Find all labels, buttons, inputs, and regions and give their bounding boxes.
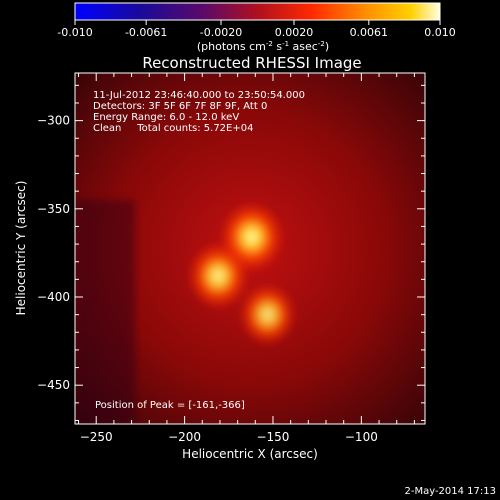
colorbar-tick-label: 0.010	[424, 26, 456, 39]
emission-sources	[187, 201, 297, 346]
x-axis: −250 −200 −150 −100	[78, 73, 415, 444]
emission-source	[187, 242, 249, 310]
plot-frame	[74, 72, 426, 425]
y-axis: −300 −350 −400 −450	[37, 84, 425, 421]
info-energy-range: Energy Range: 6.0 - 12.0 keV	[93, 112, 239, 123]
colorbar-tick-label: -0.0061	[125, 26, 167, 39]
y-tick-label: −450	[37, 378, 70, 392]
image-area	[75, 73, 425, 424]
x-tick-label: −200	[168, 430, 201, 444]
x-tick-label: −250	[80, 430, 113, 444]
colorbar-tick-label: 0.0061	[350, 26, 389, 39]
colorbar: -0.010 -0.0061 -0.0020 0.0020 0.0061 0.010 (p…	[57, 2, 456, 53]
y-tick-label: −350	[37, 202, 70, 216]
chart-title: Reconstructed RHESSI Image	[142, 54, 361, 72]
info-peak-position: Position of Peak = [-161,-366]	[95, 400, 245, 411]
emission-source	[239, 283, 297, 346]
footer-date: 2-May-2014 17:13	[404, 486, 496, 497]
info-detectors: Detectors: 3F 5F 6F 7F 8F 9F, Att 0	[93, 101, 267, 112]
info-clean-counts: Clean Total counts: 5.72E+04	[93, 123, 253, 134]
colorbar-unit-label: (photons cm-2 s-1 asec-2)	[197, 40, 329, 53]
x-tick-label: −100	[345, 430, 378, 444]
info-overlay: 11-Jul-2012 23:46:40.000 to 23:50:54.000…	[93, 90, 305, 411]
colorbar-tick-label: -0.0020	[200, 26, 242, 39]
info-time-range: 11-Jul-2012 23:46:40.000 to 23:50:54.000	[93, 90, 305, 101]
image-corner-shadow-left	[75, 200, 135, 424]
colorbar-tick-label: -0.010	[57, 26, 92, 39]
colorbar-ticks: -0.010 -0.0061 -0.0020 0.0020 0.0061 0.010	[57, 20, 456, 39]
x-axis-label: Heliocentric X (arcsec)	[182, 447, 318, 461]
y-axis-label: Heliocentric Y (arcsec)	[14, 181, 28, 316]
y-tick-label: −400	[37, 290, 70, 304]
colorbar-tick-label: 0.0020	[275, 26, 314, 39]
colorbar-gradient	[74, 2, 441, 21]
y-tick-label: −300	[37, 114, 70, 128]
x-tick-label: −150	[256, 430, 289, 444]
